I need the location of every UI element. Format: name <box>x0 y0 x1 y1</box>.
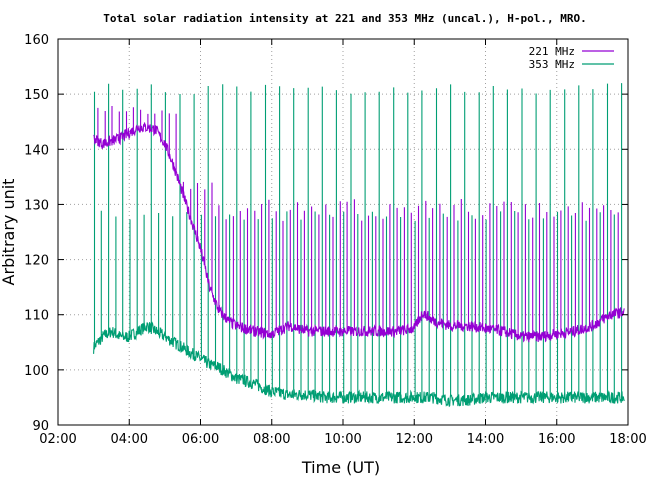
x-tick-label: 14:00 <box>467 432 504 447</box>
x-tick-label: 06:00 <box>182 432 219 447</box>
x-axis-label: Time (UT) <box>301 458 380 477</box>
legend-label: 353 MHz <box>529 58 575 71</box>
grid-layer <box>58 39 628 425</box>
y-tick-label: 140 <box>24 143 49 158</box>
y-tick-label: 130 <box>24 198 49 213</box>
y-tick-label: 90 <box>32 419 49 434</box>
x-tick-label: 18:00 <box>609 432 646 447</box>
y-tick-label: 110 <box>24 309 49 324</box>
x-tick-label: 02:00 <box>39 432 76 447</box>
x-tick-label: 10:00 <box>324 432 361 447</box>
y-tick-label: 150 <box>24 88 49 103</box>
legend-label: 221 MHz <box>529 45 575 58</box>
series-layer <box>93 83 625 408</box>
x-tick-label: 08:00 <box>253 432 290 447</box>
chart-title: Total solar radiation intensity at 221 a… <box>103 12 586 25</box>
x-tick-label: 12:00 <box>396 432 433 447</box>
y-tick-label: 160 <box>24 33 49 48</box>
x-tick-label: 16:00 <box>538 432 575 447</box>
x-tick-label: 04:00 <box>111 432 148 447</box>
series-353-line <box>93 83 625 408</box>
y-tick-label: 120 <box>24 254 49 269</box>
y-tick-label: 100 <box>24 364 49 379</box>
tick-layer: 02:00 04:00 06:00 08:00 10:00 12:00 14:00 16:00… <box>24 33 647 447</box>
y-axis-label: Arbitrary unit <box>0 179 18 286</box>
series-221-line <box>93 106 625 343</box>
